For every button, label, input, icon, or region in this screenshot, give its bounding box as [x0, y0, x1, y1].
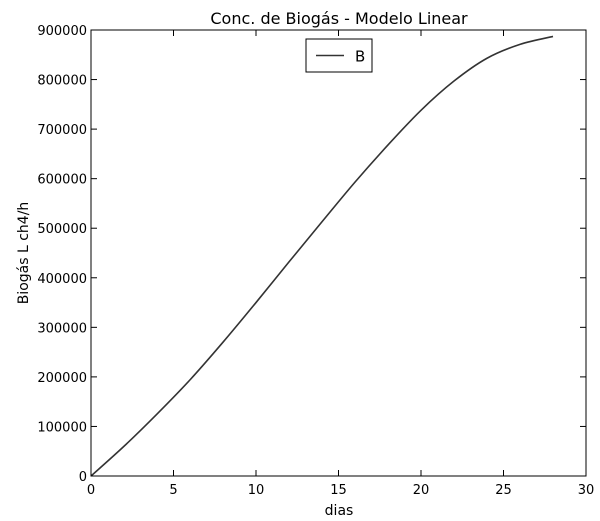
chart-title: Conc. de Biogás - Modelo Linear — [210, 9, 468, 28]
x-tick-label: 20 — [413, 483, 430, 498]
x-axis-title: dias — [325, 503, 354, 519]
y-tick-label: 0 — [79, 470, 87, 485]
y-tick-label: 300000 — [37, 321, 87, 336]
x-tick-label: 5 — [169, 483, 177, 498]
series-line-1 — [90, 35, 554, 477]
x-tick-label: 30 — [578, 483, 595, 498]
y-tick-label: 700000 — [37, 123, 87, 138]
x-tick-label: 15 — [330, 483, 347, 498]
x-tick-label: 0 — [87, 483, 95, 498]
x-tick-label: 10 — [248, 483, 265, 498]
y-axis-title: Biogás L ch4/h — [16, 202, 32, 305]
legend-label: B — [355, 48, 365, 66]
y-tick-label: 800000 — [37, 74, 87, 89]
y-tick-label: 100000 — [37, 420, 87, 435]
y-tick-label: 200000 — [37, 371, 87, 386]
y-tick-label: 600000 — [37, 173, 87, 188]
y-tick-label: 500000 — [37, 222, 87, 237]
x-tick-label: 25 — [495, 483, 512, 498]
y-tick-label: 900000 — [37, 24, 87, 39]
plot-frame — [90, 29, 587, 477]
y-tick-label: 400000 — [37, 272, 87, 287]
plot-area: 0 5 10 15 20 25 30 0 100000 200000 300000 400000 500… — [37, 24, 594, 498]
